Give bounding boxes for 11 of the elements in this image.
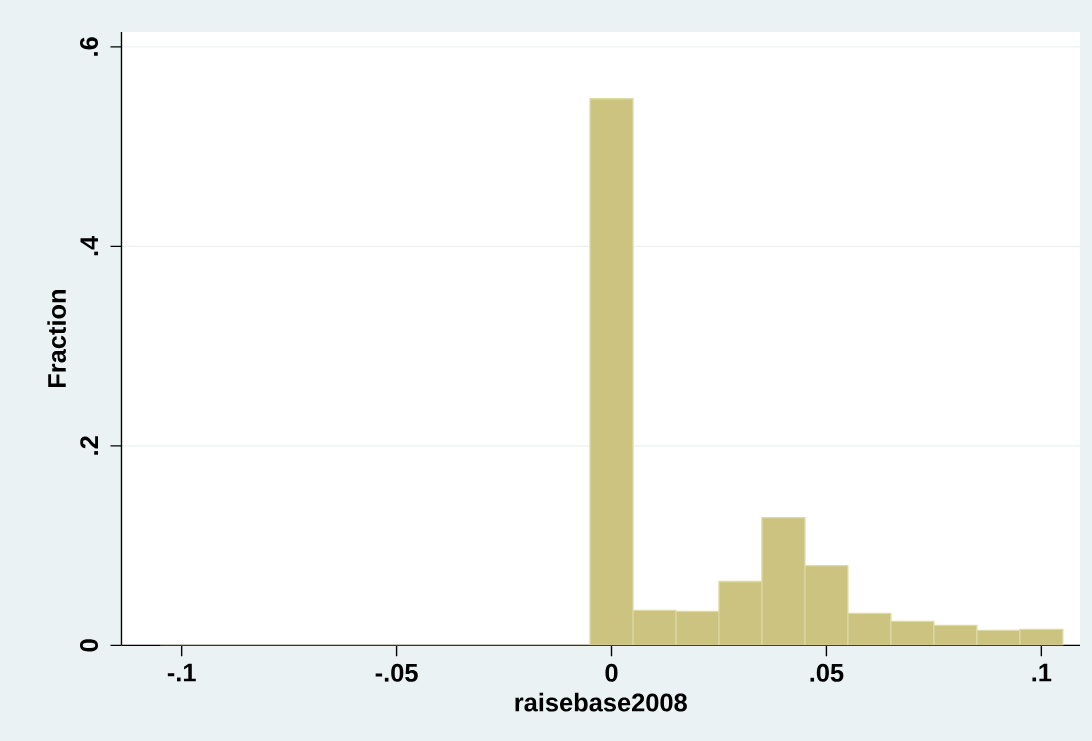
y-tick-label: .4 (80, 235, 99, 256)
x-axis-title: raisebase2008 (515, 692, 687, 712)
y-tick-label: .2 (80, 436, 99, 455)
x-tick-label: .1 (1032, 663, 1052, 682)
x-tick-label: -.05 (375, 663, 418, 682)
x-tick-label: -.1 (167, 663, 196, 682)
y-tick-label: 0 (80, 639, 99, 652)
y-tick-label: .6 (80, 37, 99, 56)
x-tick-label: 0 (605, 663, 618, 682)
y-axis-title: Fraction (47, 289, 66, 388)
x-tick-label: .05 (810, 663, 844, 682)
